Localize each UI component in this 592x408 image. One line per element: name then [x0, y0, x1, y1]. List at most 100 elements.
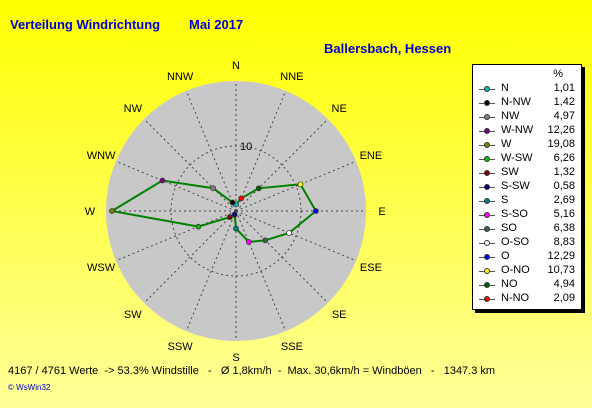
- legend-item: SW 1,32: [473, 166, 581, 180]
- chart-title: Verteilung Windrichtung: [10, 17, 161, 32]
- direction-label: ENE: [360, 150, 383, 162]
- legend-item: NW 4,97: [473, 110, 581, 124]
- data-point: [297, 181, 304, 188]
- data-point: [210, 185, 217, 192]
- direction-label: W: [85, 206, 96, 218]
- legend-label: W-SW: [501, 152, 533, 164]
- grid-spoke: [115, 210, 237, 262]
- legend-value: 0,58: [553, 180, 575, 192]
- legend-item: W 19,08: [473, 138, 581, 152]
- legend-item: O-NO 10,73: [473, 264, 581, 278]
- legend-marker: [484, 142, 490, 148]
- legend-marker: [484, 86, 490, 92]
- legend-value: 1,01: [553, 82, 575, 94]
- direction-label: SSE: [281, 341, 303, 353]
- legend-label: O-NO: [501, 264, 530, 276]
- legend-value: 1,42: [553, 96, 575, 108]
- data-point: [255, 185, 262, 192]
- grid-spoke: [143, 210, 237, 304]
- grid-spoke: [235, 210, 357, 262]
- legend-marker: [484, 254, 490, 260]
- legend-item: W-SW 6,26: [473, 152, 581, 166]
- data-point: [195, 223, 202, 230]
- legend-value: 2,09: [553, 292, 575, 304]
- direction-label: SE: [332, 309, 347, 321]
- grid-spoke: [235, 210, 329, 304]
- legend-label: N-NO: [501, 292, 530, 304]
- grid-spoke: [143, 118, 237, 212]
- data-point: [233, 225, 239, 232]
- legend-item: N-NO 2,09: [473, 292, 581, 306]
- legend-marker: [484, 184, 490, 190]
- legend-value: 6,26: [553, 152, 575, 164]
- data-point: [229, 199, 236, 206]
- chart-period: Mai 2017: [189, 17, 244, 32]
- legend-marker: [484, 114, 490, 120]
- legend-label: S-SO: [501, 208, 528, 220]
- data-point: [109, 208, 115, 214]
- legend-value: 12,26: [547, 124, 575, 136]
- grid-spoke: [185, 210, 237, 332]
- direction-label: S: [232, 352, 239, 364]
- data-point: [262, 237, 269, 244]
- data-point: [227, 214, 233, 220]
- legend-label: NW: [501, 110, 520, 122]
- legend: % N 1,01 N-NW 1,42 NW 4,97 W-NW 12,26 W 19,08 W-SW…: [472, 64, 582, 310]
- data-point: [286, 230, 292, 236]
- credit-label: © WsWin32: [8, 383, 51, 392]
- legend-value: 1,32: [553, 166, 575, 178]
- legend-marker: [484, 282, 490, 288]
- legend-value: 6,38: [553, 222, 575, 234]
- legend-marker: [484, 268, 490, 274]
- legend-marker: [484, 170, 490, 176]
- legend-item: W-NW 12,26: [473, 124, 581, 138]
- legend-label: W: [501, 138, 512, 150]
- ring-label: 10: [240, 141, 252, 153]
- legend-item: N 1,01: [473, 82, 581, 96]
- data-point: [238, 195, 245, 202]
- legend-item: S 2,69: [473, 194, 581, 208]
- direction-label: E: [378, 206, 385, 218]
- legend-marker: [484, 226, 490, 232]
- legend-label: NO: [501, 278, 518, 290]
- legend-item: SO 6,38: [473, 222, 581, 236]
- legend-label: SW: [501, 166, 519, 178]
- legend-marker: [484, 212, 490, 218]
- legend-value: 19,08: [547, 138, 575, 150]
- legend-value: 2,69: [553, 194, 575, 206]
- legend-unit: %: [553, 68, 563, 80]
- grid-spoke: [235, 160, 357, 212]
- grid-spoke: [115, 160, 237, 212]
- legend-marker: [484, 128, 490, 134]
- direction-label: NE: [332, 103, 347, 115]
- legend-value: 4,94: [553, 278, 575, 290]
- direction-label: WNW: [87, 150, 116, 162]
- legend-marker: [484, 240, 490, 246]
- direction-label: WSW: [87, 262, 116, 274]
- legend-item: O 12,29: [473, 250, 581, 264]
- legend-item: O-SO 8,83: [473, 236, 581, 250]
- direction-label: NW: [124, 103, 143, 115]
- legend-value: 8,83: [553, 236, 575, 248]
- legend-label: N-NW: [501, 96, 531, 108]
- data-point: [245, 239, 252, 245]
- grid-spoke: [185, 90, 237, 212]
- legend-marker: [484, 198, 490, 204]
- legend-value: 12,29: [547, 250, 575, 262]
- legend-label: SO: [501, 222, 517, 234]
- footer-stats: 4167 / 4761 Werte -> 53.3% Windstille - …: [8, 365, 496, 377]
- grid-spoke: [235, 210, 287, 332]
- direction-label: ESE: [360, 262, 382, 274]
- legend-item: N-NW 1,42: [473, 96, 581, 110]
- direction-label: NNW: [167, 71, 194, 83]
- data-point: [231, 211, 238, 218]
- legend-value: 10,73: [547, 264, 575, 276]
- legend-value: 5,16: [553, 208, 575, 220]
- legend-item: NO 4,94: [473, 278, 581, 292]
- chart-location: Ballersbach, Hessen: [324, 41, 452, 56]
- legend-label: N: [501, 82, 509, 94]
- direction-label: SSW: [168, 341, 194, 353]
- legend-value: 4,97: [553, 110, 575, 122]
